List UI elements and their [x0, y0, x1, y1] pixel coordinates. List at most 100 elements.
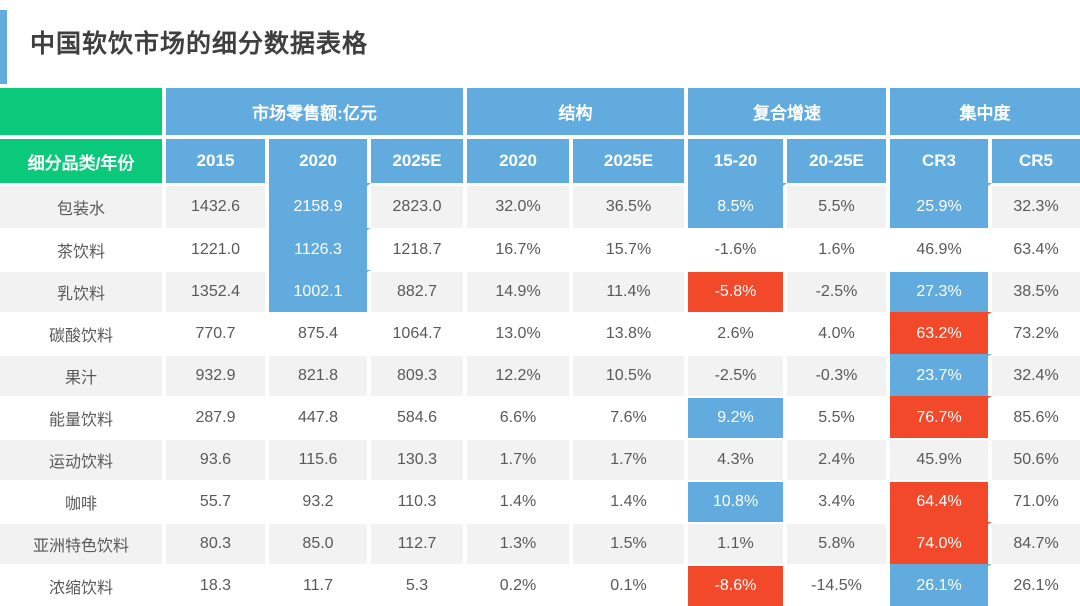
data-cell: 84.7%	[992, 522, 1080, 564]
data-cell: 12.2%	[467, 354, 573, 396]
data-cell: 93.6	[166, 438, 269, 480]
data-cell: 55.7	[166, 480, 269, 522]
data-cell: 27.3%	[890, 270, 992, 312]
table-body: 包装水 1432.6 2158.9 2823.0 32.0% 36.5% 8.5% 5.5% 2…	[0, 183, 1080, 606]
data-cell: 15.7%	[573, 228, 688, 270]
row-label: 乳饮料	[0, 270, 166, 312]
data-cell: 74.0%	[890, 522, 992, 564]
data-cell: 85.6%	[992, 396, 1080, 438]
group-header-concentration: 集中度	[890, 88, 1080, 135]
col-header-structure-2025e: 2025E	[573, 135, 688, 183]
table-row: 茶饮料 1221.0 1126.3 1218.7 16.7% 15.7% -1.6% 1.6%…	[0, 228, 1080, 270]
data-cell: 80.3	[166, 522, 269, 564]
data-cell: 93.2	[269, 480, 371, 522]
data-cell: -2.5%	[787, 270, 890, 312]
data-cell: -1.6%	[688, 228, 787, 270]
group-header-cagr: 复合增速	[688, 88, 890, 135]
data-cell: 10.8%	[688, 480, 787, 522]
data-cell: 1126.3	[269, 228, 371, 270]
data-cell: 1432.6	[166, 183, 269, 228]
data-cell: -2.5%	[688, 354, 787, 396]
data-cell: 1.5%	[573, 522, 688, 564]
data-cell: 809.3	[371, 354, 467, 396]
corner-label-cell: 细分品类/年份	[0, 135, 166, 183]
row-label: 浓缩饮料	[0, 564, 166, 606]
data-cell: 0.2%	[467, 564, 573, 606]
row-label: 咖啡	[0, 480, 166, 522]
data-cell: 882.7	[371, 270, 467, 312]
group-header-row: 市场零售额:亿元 结构 复合增速 集中度	[0, 88, 1080, 135]
col-header-structure-2020: 2020	[467, 135, 573, 183]
data-cell: 38.5%	[992, 270, 1080, 312]
data-cell: 18.3	[166, 564, 269, 606]
data-cell: 71.0%	[992, 480, 1080, 522]
row-label: 碳酸饮料	[0, 312, 166, 354]
data-cell: 5.5%	[787, 396, 890, 438]
table-row: 果汁 932.9 821.8 809.3 12.2% 10.5% -2.5% -0.3% 23.…	[0, 354, 1080, 396]
data-cell: 7.6%	[573, 396, 688, 438]
data-cell: 13.0%	[467, 312, 573, 354]
row-label: 亚洲特色饮料	[0, 522, 166, 564]
data-cell: 5.3	[371, 564, 467, 606]
data-cell: 11.4%	[573, 270, 688, 312]
col-header-2020: 2020	[269, 135, 371, 183]
data-cell: 1.3%	[467, 522, 573, 564]
data-cell: 4.0%	[787, 312, 890, 354]
data-cell: 932.9	[166, 354, 269, 396]
data-cell: 1.1%	[688, 522, 787, 564]
data-cell: 1.7%	[573, 438, 688, 480]
data-cell: 6.6%	[467, 396, 573, 438]
data-cell: 36.5%	[573, 183, 688, 228]
row-label: 包装水	[0, 183, 166, 228]
data-cell: 1352.4	[166, 270, 269, 312]
row-label: 能量饮料	[0, 396, 166, 438]
group-header-structure: 结构	[467, 88, 688, 135]
table-row: 运动饮料 93.6 115.6 130.3 1.7% 1.7% 4.3% 2.4% 45.9% 5…	[0, 438, 1080, 480]
data-cell: 1.4%	[573, 480, 688, 522]
data-cell: 63.2%	[890, 312, 992, 354]
data-cell: 10.5%	[573, 354, 688, 396]
col-header-20-25e: 20-25E	[787, 135, 890, 183]
data-cell: 76.7%	[890, 396, 992, 438]
data-cell: -5.8%	[688, 270, 787, 312]
data-cell: 13.8%	[573, 312, 688, 354]
table-row: 包装水 1432.6 2158.9 2823.0 32.0% 36.5% 8.5% 5.5% 2…	[0, 183, 1080, 228]
table-row: 亚洲特色饮料 80.3 85.0 112.7 1.3% 1.5% 1.1% 5.8% 74.0%…	[0, 522, 1080, 564]
data-cell: 23.7%	[890, 354, 992, 396]
table-row: 浓缩饮料 18.3 11.7 5.3 0.2% 0.1% -8.6% -14.5% 26.1% 2…	[0, 564, 1080, 606]
data-cell: 2158.9	[269, 183, 371, 228]
col-header-2015: 2015	[166, 135, 269, 183]
data-cell: 26.1%	[992, 564, 1080, 606]
data-cell: 8.5%	[688, 183, 787, 228]
data-cell: 5.8%	[787, 522, 890, 564]
table-row: 能量饮料 287.9 447.8 584.6 6.6% 7.6% 9.2% 5.5% 76.7%…	[0, 396, 1080, 438]
data-cell: -14.5%	[787, 564, 890, 606]
data-cell: 45.9%	[890, 438, 992, 480]
data-cell: 32.4%	[992, 354, 1080, 396]
data-cell: 770.7	[166, 312, 269, 354]
data-cell: 115.6	[269, 438, 371, 480]
data-cell: 16.7%	[467, 228, 573, 270]
data-cell: 130.3	[371, 438, 467, 480]
data-cell: -0.3%	[787, 354, 890, 396]
group-header-retail: 市场零售额:亿元	[166, 88, 467, 135]
data-cell: 584.6	[371, 396, 467, 438]
data-cell: 0.1%	[573, 564, 688, 606]
col-header-2025e: 2025E	[371, 135, 467, 183]
data-cell: 14.9%	[467, 270, 573, 312]
data-cell: 25.9%	[890, 183, 992, 228]
table-row: 碳酸饮料 770.7 875.4 1064.7 13.0% 13.8% 2.6% 4.0% 63…	[0, 312, 1080, 354]
data-cell: 1064.7	[371, 312, 467, 354]
col-header-cr5: CR5	[992, 135, 1080, 183]
data-cell: 2823.0	[371, 183, 467, 228]
data-cell: 1.7%	[467, 438, 573, 480]
data-cell: 50.6%	[992, 438, 1080, 480]
data-cell: 2.6%	[688, 312, 787, 354]
data-cell: 447.8	[269, 396, 371, 438]
data-cell: 85.0	[269, 522, 371, 564]
data-cell: 1221.0	[166, 228, 269, 270]
data-cell: 287.9	[166, 396, 269, 438]
data-cell: 1002.1	[269, 270, 371, 312]
data-cell: -8.6%	[688, 564, 787, 606]
data-cell: 1218.7	[371, 228, 467, 270]
